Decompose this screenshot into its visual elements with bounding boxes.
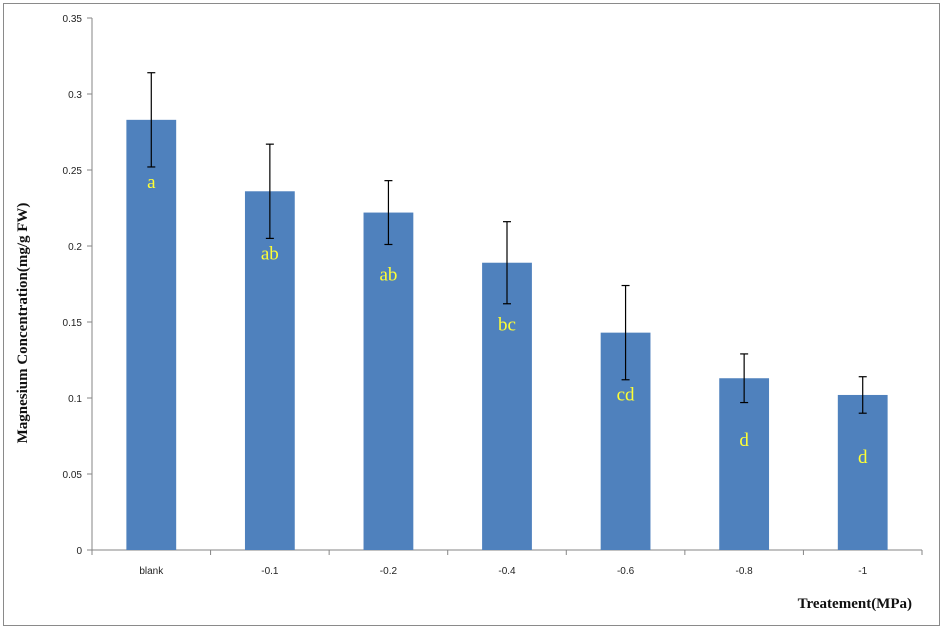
x-tick-label: blank <box>139 566 164 577</box>
y-axis-title: Magnesium Concentration(mg/g FW) <box>15 203 31 444</box>
significance-label: ab <box>261 243 279 264</box>
x-axis: blank -0.1 -0.2 -0.4 -0.6 -0.8 -1 <box>91 549 923 577</box>
significance-label: a <box>147 172 156 193</box>
x-tick-label: -0.2 <box>380 566 398 577</box>
bar <box>837 394 888 550</box>
x-axis-title: Treatement(MPa) <box>798 596 912 612</box>
bar <box>719 378 770 550</box>
y-tick-label: 0.1 <box>68 394 82 405</box>
y-tick-label: 0.2 <box>68 242 82 253</box>
x-tick-label: -1 <box>858 566 867 577</box>
x-tick-label: -0.6 <box>617 566 635 577</box>
significance-labels: a ab ab bc cd d d <box>147 172 868 468</box>
y-tick-label: 0.25 <box>63 166 83 177</box>
x-tick-label: -0.1 <box>261 566 279 577</box>
significance-label: d <box>858 447 868 468</box>
y-axis: 0 0.05 0.1 0.15 0.2 0.25 0.3 0.35 <box>63 14 93 557</box>
significance-label: bc <box>498 315 516 336</box>
y-tick-label: 0 <box>76 546 82 557</box>
y-tick-label: 0.05 <box>63 470 83 481</box>
bar <box>482 262 532 550</box>
y-tick-label: 0.3 <box>68 90 82 101</box>
significance-label: cd <box>617 385 635 406</box>
x-tick-label: -0.8 <box>736 566 754 577</box>
y-tick-label: 0.35 <box>63 14 83 25</box>
y-tick-label: 0.15 <box>63 318 83 329</box>
bar <box>244 191 295 550</box>
bar <box>363 212 414 550</box>
significance-label: ab <box>379 265 397 286</box>
bar <box>126 119 177 550</box>
significance-label: d <box>739 430 749 451</box>
bars <box>126 119 888 550</box>
x-tick-label: -0.4 <box>498 566 516 577</box>
error-bars <box>147 72 867 414</box>
